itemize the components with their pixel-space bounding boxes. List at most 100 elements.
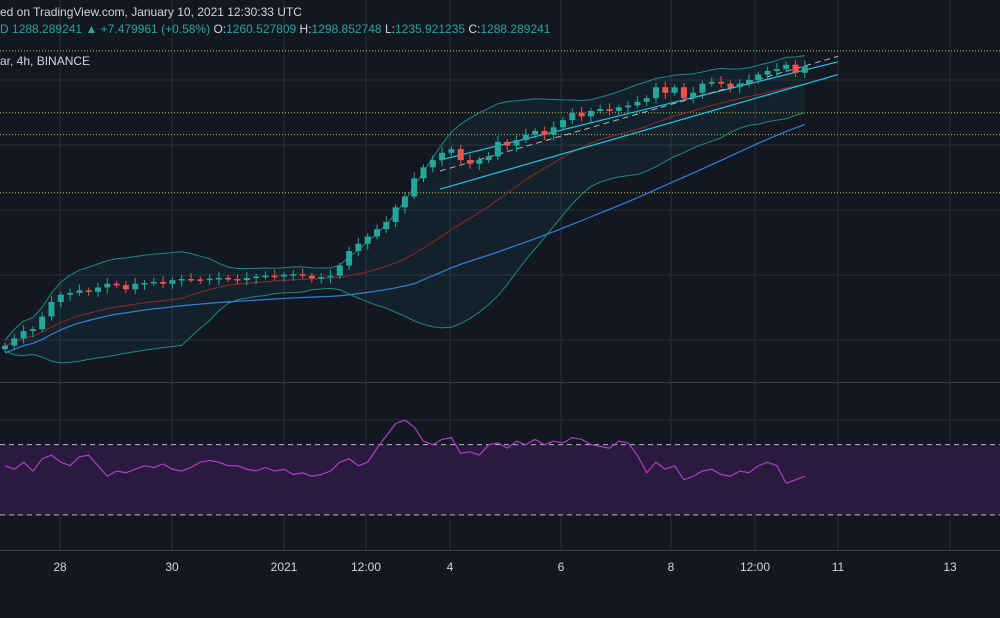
candle-body <box>234 279 241 281</box>
time-axis-label: 2021 <box>270 560 298 574</box>
candle-body <box>95 287 101 292</box>
candle-body <box>708 81 715 84</box>
candle-body <box>374 229 380 237</box>
time-axis-label: 28 <box>53 560 67 574</box>
candle-body <box>308 275 315 279</box>
candle-body <box>578 112 585 117</box>
candle-body <box>615 107 622 111</box>
candle-body <box>680 87 687 99</box>
channel-lower <box>439 73 839 190</box>
candle-body <box>532 130 539 135</box>
candle-body <box>783 64 790 70</box>
time-axis-label: 12:00 <box>739 560 771 574</box>
candle-body <box>48 301 55 317</box>
candle-body <box>718 81 725 84</box>
candle-body <box>513 140 520 146</box>
candle-body <box>169 280 176 284</box>
time-axis-label: 6 <box>557 560 565 574</box>
candle-body <box>494 141 501 157</box>
candle-body <box>485 156 492 161</box>
candle-body <box>197 279 204 281</box>
close-value: 1288.289241 <box>480 22 551 36</box>
snapshot-caption-text: ed on TradingView.com, January 10, 2021 … <box>0 5 302 19</box>
ohlc-legend: D 1288.289241 ▲ +7.479961 (+0.58%) O:126… <box>0 22 550 36</box>
candle-body <box>11 338 18 346</box>
candle-body <box>662 87 669 93</box>
candle-body <box>85 290 92 292</box>
candle-body <box>439 152 446 161</box>
change-value: +7.479961 (+0.58%) <box>100 22 211 36</box>
rsi-band <box>0 444 1000 515</box>
candle-body <box>671 87 678 93</box>
candle-body <box>522 134 529 141</box>
candle-body <box>243 277 250 281</box>
candle-body <box>801 66 808 73</box>
candle-body <box>141 283 148 285</box>
candle-body <box>355 243 362 252</box>
candle-body <box>206 278 213 281</box>
low-value: 1235.921235 <box>394 22 466 36</box>
legend-lead: D <box>0 22 9 36</box>
candle-body <box>290 274 297 276</box>
candle-body <box>104 283 111 288</box>
high-value: 1298.852748 <box>311 22 382 36</box>
candle-body <box>467 160 473 164</box>
candle-body <box>736 83 743 88</box>
bollinger-basis <box>4 83 805 347</box>
candle-body <box>560 120 566 128</box>
candle-body <box>429 160 436 168</box>
candle-body <box>327 275 334 278</box>
candle-body <box>364 236 371 244</box>
candle-body <box>225 277 232 280</box>
candle-body <box>476 160 483 164</box>
candle-body <box>420 167 427 179</box>
candle-body <box>401 196 408 208</box>
candle-body <box>188 279 194 281</box>
symbol-info-text: ar, 4h, BINANCE <box>0 54 91 68</box>
symbol-info[interactable]: ar, 4h, BINANCE <box>0 54 90 68</box>
candle-body <box>346 251 353 266</box>
close-label: C: <box>468 22 481 36</box>
candle-body <box>160 281 167 284</box>
candle-body <box>132 283 139 290</box>
candle-body <box>569 112 576 121</box>
change-arrow-icon: ▲ <box>85 22 98 36</box>
moving-average <box>4 123 806 354</box>
last-close-value: 1288.289241 <box>12 22 83 36</box>
candle-body <box>699 83 706 93</box>
candle-body <box>764 70 771 75</box>
open-label: O: <box>213 22 227 36</box>
time-axis-label: 12:00 <box>350 560 382 574</box>
candle-body <box>29 329 36 332</box>
candle-body <box>299 274 306 276</box>
candle-body <box>504 141 511 146</box>
candle-body <box>746 80 752 84</box>
time-axis-label: 4 <box>446 560 454 574</box>
candle-body <box>113 283 120 286</box>
candle-body <box>448 149 455 153</box>
candle-body <box>690 92 697 99</box>
snapshot-caption: ed on TradingView.com, January 10, 2021 … <box>0 5 302 19</box>
candle-body <box>122 285 129 290</box>
candle-body <box>597 109 604 111</box>
high-label: H: <box>299 22 312 36</box>
candle-body <box>643 98 650 102</box>
candle-body <box>253 276 260 278</box>
candle-body <box>634 101 641 106</box>
time-axis-label: 30 <box>165 560 179 574</box>
candle-body <box>262 275 269 278</box>
candle-body <box>792 64 799 73</box>
candle-body <box>178 279 185 281</box>
candle-body <box>550 127 557 135</box>
rsi-line <box>4 419 806 485</box>
candle-body <box>392 207 399 222</box>
candle-body <box>67 292 74 295</box>
candle-body <box>457 149 464 161</box>
candle-body <box>281 274 287 277</box>
candle-body <box>653 87 659 99</box>
time-axis-label: 11 <box>831 560 845 574</box>
candle-body <box>606 109 613 111</box>
candle-body <box>755 74 762 81</box>
